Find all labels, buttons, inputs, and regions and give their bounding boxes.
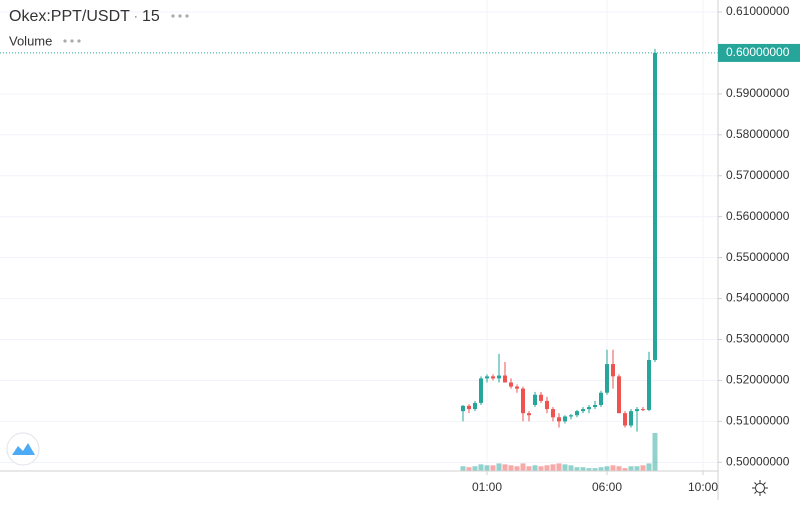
volume-bar [580, 467, 586, 471]
candle-body [544, 400, 549, 410]
x-tick-label: 10:00 [688, 480, 718, 494]
logo-button[interactable] [6, 432, 40, 466]
settings-button[interactable] [752, 480, 768, 496]
volume-bar [622, 468, 628, 471]
volume-bar [496, 463, 502, 471]
volume-bar [532, 465, 538, 471]
volume-bar [598, 467, 604, 471]
y-tick-label: 0.51000000 [726, 414, 790, 428]
axes: 0.50000000 0.51000000 0.52000000 0.53000000… [472, 4, 800, 494]
volume-bar [568, 465, 574, 471]
candle-body [604, 364, 609, 393]
volume-bar [586, 468, 592, 471]
candle-body [520, 388, 525, 414]
candle-body [472, 402, 477, 410]
candle-body [526, 413, 531, 416]
candle-body [586, 407, 591, 410]
y-tick-label: 0.55000000 [726, 250, 790, 264]
volume-bar [508, 465, 514, 471]
candle-body [490, 376, 495, 379]
y-tick-label: 0.61000000 [726, 4, 790, 18]
last-price-box [718, 43, 800, 62]
volume-bar [616, 466, 622, 471]
volume-bar [520, 463, 526, 471]
volume-bar [562, 464, 568, 471]
volume-bar [490, 465, 496, 471]
volume-bar [550, 464, 556, 471]
candle-body [556, 417, 561, 422]
candle-body [628, 411, 633, 426]
volume-bar [592, 468, 598, 471]
candle-body [478, 378, 483, 403]
volume-bar [484, 465, 490, 471]
y-tick-label: 0.59000000 [726, 86, 790, 100]
volume-bar [460, 466, 466, 471]
volume-bar [538, 466, 544, 471]
candle-body [502, 375, 507, 383]
separator: · [134, 11, 138, 23]
candle-body [640, 409, 645, 411]
last-price-label: 0.60000000 [726, 45, 790, 59]
volume-bar [604, 466, 610, 471]
volume-layer [460, 433, 658, 471]
candle-body [610, 364, 615, 377]
volume-bar [610, 465, 616, 471]
candle-body [568, 415, 573, 417]
y-tick-label: 0.52000000 [726, 373, 790, 387]
volume-bar [640, 465, 646, 471]
volume-bar [574, 467, 580, 471]
candle-body [532, 394, 537, 406]
candle-body [652, 52, 657, 360]
study-more-icon[interactable] [63, 39, 81, 43]
volume-bar [478, 464, 484, 471]
candle-body [622, 413, 627, 426]
volume-bar [628, 466, 634, 471]
volume-bar [652, 433, 658, 471]
volume-bar [514, 466, 520, 471]
x-tick-label: 01:00 [472, 480, 502, 494]
study-label: Volume [9, 33, 52, 48]
volume-bar [502, 464, 508, 471]
candle-body [598, 392, 603, 406]
volume-bar [472, 466, 478, 471]
volume-bar [646, 463, 652, 471]
candle-body [508, 382, 513, 387]
y-tick-label: 0.50000000 [726, 454, 790, 468]
interval: 15 [142, 8, 160, 25]
candle-body [646, 359, 651, 410]
candle-body [496, 375, 501, 379]
volume-bar [544, 465, 550, 471]
candle-body [514, 386, 519, 389]
y-tick-label: 0.58000000 [726, 127, 790, 141]
candle-body [634, 409, 639, 412]
candle-body [562, 416, 567, 422]
candle-body [538, 394, 543, 401]
volume-bar [526, 466, 532, 471]
y-tick-label: 0.57000000 [726, 168, 790, 182]
candle-body [484, 376, 489, 379]
candle-body [550, 409, 555, 418]
candle-body [580, 409, 585, 412]
candle-body [574, 411, 579, 416]
more-icon[interactable] [171, 14, 189, 18]
candle-body [616, 376, 621, 414]
candle-body [592, 405, 597, 408]
volume-bar [634, 466, 640, 471]
volume-bar [466, 467, 472, 471]
y-tick-label: 0.56000000 [726, 209, 790, 223]
candle-body [466, 405, 471, 410]
x-tick-label: 06:00 [592, 480, 622, 494]
y-tick-label: 0.53000000 [726, 332, 790, 346]
volume-bar [556, 463, 562, 471]
y-tick-label: 0.54000000 [726, 291, 790, 305]
candle-body [460, 405, 465, 412]
candle-layer [460, 48, 657, 432]
symbol-title: Okex:PPT/USDT [9, 8, 130, 25]
